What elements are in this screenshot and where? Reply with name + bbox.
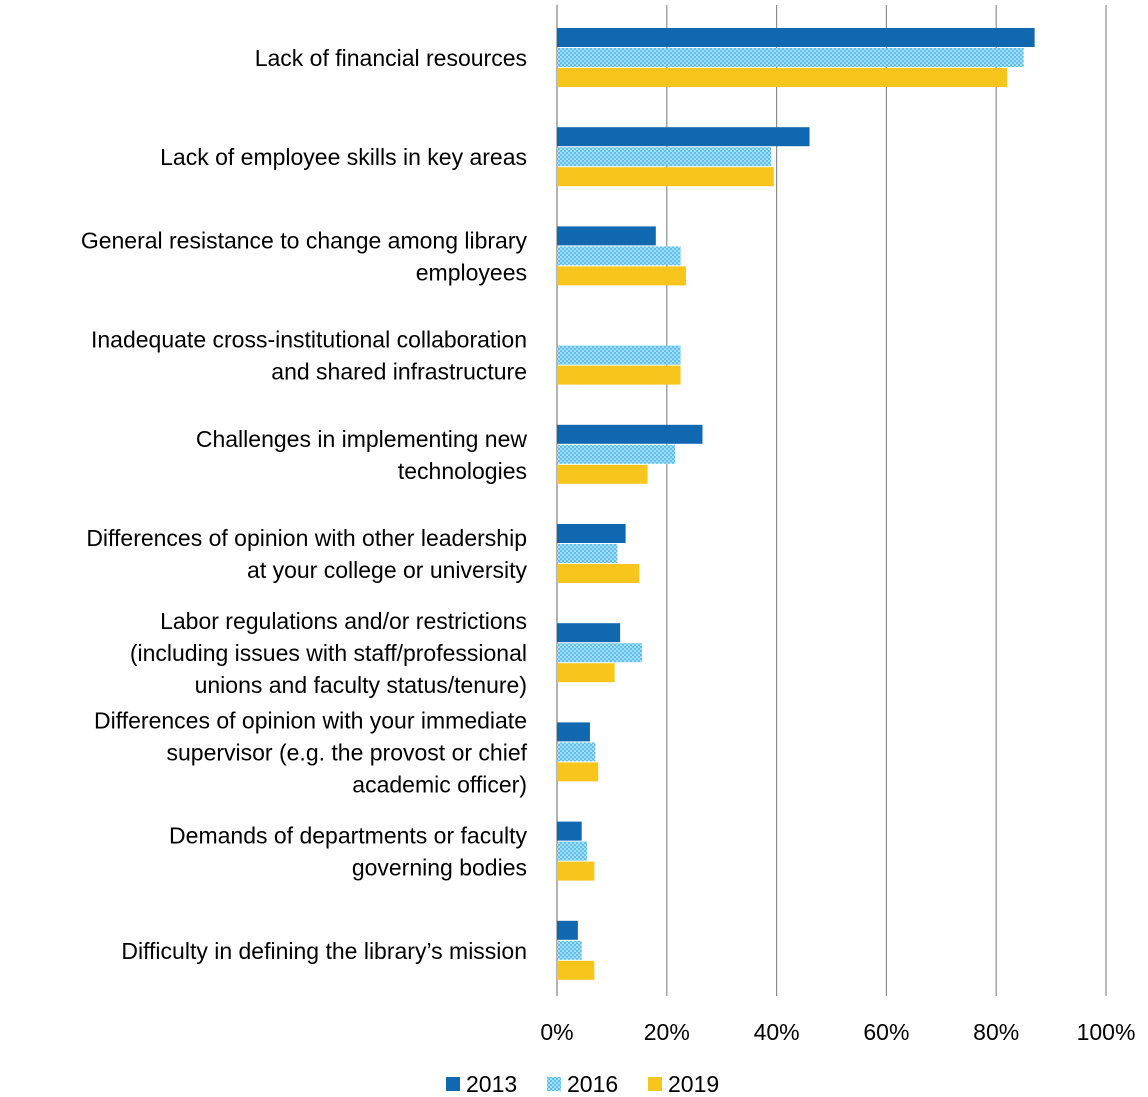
bar-2016-challenges-in-implementing-new-technolog (557, 444, 676, 464)
category-label: Demands of departments or faculty governi… (169, 823, 527, 881)
category-label-line: and shared infrastructure (271, 359, 527, 385)
category-label-line: employees (416, 259, 527, 285)
legend: 2013 2016 2019 (446, 1071, 719, 1097)
bar-2016-general-resistance-to-change-among-libra (557, 246, 681, 266)
category-label-line: Difficulty in defining the library’s mis… (121, 938, 527, 964)
legend-swatch-2019 (648, 1077, 662, 1091)
legend-label-2013: 2013 (466, 1071, 517, 1097)
bar-2019-difficulty-in-defining-the-library-s-mis (557, 960, 595, 980)
category-label-line: Differences of opinion with other leader… (86, 525, 527, 551)
category-label-line: Challenges in implementing new (196, 426, 528, 452)
bar-2019-differences-of-opinion-with-other-leader (557, 564, 640, 583)
category-label-line: governing bodies (352, 855, 527, 881)
bar-2019-challenges-in-implementing-new-technolog (557, 464, 648, 484)
bars (557, 28, 1035, 980)
category-label-line: academic officer) (352, 771, 527, 797)
bar-2019-inadequate-cross-institutional-collabora (557, 365, 681, 385)
bar-2013-challenges-in-implementing-new-technolog (557, 424, 703, 444)
bar-2016-lack-of-employee-skills-in-key-areas (557, 147, 772, 167)
category-label-line: Inadequate cross-institutional collabora… (91, 327, 527, 353)
category-labels: Lack of financial resources Lack of emplo… (81, 45, 528, 964)
bar-2016-differences-of-opinion-with-other-leader (557, 544, 618, 563)
bar-2016-demands-of-departments-or-faculty-govern (557, 841, 588, 861)
bar-2013-difficulty-in-defining-the-library-s-mis (557, 920, 578, 940)
x-tick-label: 40% (754, 1019, 800, 1045)
category-label-line: supervisor (e.g. the provost or chief (167, 739, 528, 765)
bar-2019-differences-of-opinion-with-your-immedia (557, 762, 599, 782)
legend-swatch-2016 (547, 1077, 561, 1091)
bar-2013-lack-of-financial-resources (557, 28, 1035, 47)
category-label-line: (including issues with staff/professiona… (130, 640, 527, 666)
bar-2013-lack-of-employee-skills-in-key-areas (557, 127, 810, 147)
category-label-line: Labor regulations and/or restrictions (160, 608, 527, 634)
bar-2019-general-resistance-to-change-among-libra (557, 266, 687, 286)
category-label: Labor regulations and/or restrictions (in… (130, 608, 527, 698)
bar-2016-lack-of-financial-resources (557, 48, 1024, 67)
x-axis-ticks: 0% 20% 40% 60% 80% 100% (540, 1019, 1135, 1045)
category-label-line: unions and faculty status/tenure) (195, 672, 527, 698)
bar-2013-differences-of-opinion-with-other-leader (557, 524, 626, 543)
bar-2016-difficulty-in-defining-the-library-s-mis (557, 940, 582, 960)
bar-2013-demands-of-departments-or-faculty-govern (557, 821, 582, 841)
category-label: Challenges in implementing new technologi… (196, 426, 528, 484)
category-label-line: Differences of opinion with your immedia… (94, 707, 527, 733)
bar-2019-demands-of-departments-or-faculty-govern (557, 861, 595, 881)
category-label-line: technologies (398, 458, 527, 484)
legend-swatch-2013 (446, 1077, 460, 1091)
x-tick-label: 60% (863, 1019, 909, 1045)
category-label-line: at your college or university (247, 557, 527, 583)
bar-2016-labor-regulations-and-or-restrictions-in (557, 643, 643, 663)
x-tick-label: 80% (973, 1019, 1019, 1045)
legend-label-2019: 2019 (668, 1071, 719, 1097)
category-label-line: Demands of departments or faculty (169, 823, 527, 849)
category-label-line: Lack of employee skills in key areas (160, 144, 527, 170)
x-tick-label: 20% (644, 1019, 690, 1045)
bar-2013-differences-of-opinion-with-your-immedia (557, 722, 590, 742)
category-label: Differences of opinion with other leader… (86, 525, 527, 583)
bar-2019-labor-regulations-and-or-restrictions-in (557, 663, 615, 683)
category-label: Lack of employee skills in key areas (160, 144, 527, 170)
bar-2019-lack-of-employee-skills-in-key-areas (557, 167, 774, 187)
x-tick-label: 0% (540, 1019, 573, 1045)
bar-2016-inadequate-cross-institutional-collabora (557, 345, 681, 365)
category-label: Lack of financial resources (255, 45, 527, 71)
category-label-line: Lack of financial resources (255, 45, 527, 71)
category-label: Differences of opinion with your immedia… (94, 707, 528, 797)
bar-2013-general-resistance-to-change-among-libra (557, 226, 656, 246)
bar-2019-lack-of-financial-resources (557, 68, 1008, 87)
legend-label-2016: 2016 (567, 1071, 618, 1097)
x-tick-label: 100% (1077, 1019, 1136, 1045)
category-label: Difficulty in defining the library’s mis… (121, 938, 527, 964)
category-label-line: General resistance to change among libra… (81, 227, 528, 253)
bar-2016-differences-of-opinion-with-your-immedia (557, 742, 596, 762)
category-label: Inadequate cross-institutional collabora… (91, 327, 527, 385)
category-label: General resistance to change among libra… (81, 227, 528, 285)
bar-2013-labor-regulations-and-or-restrictions-in (557, 623, 621, 643)
